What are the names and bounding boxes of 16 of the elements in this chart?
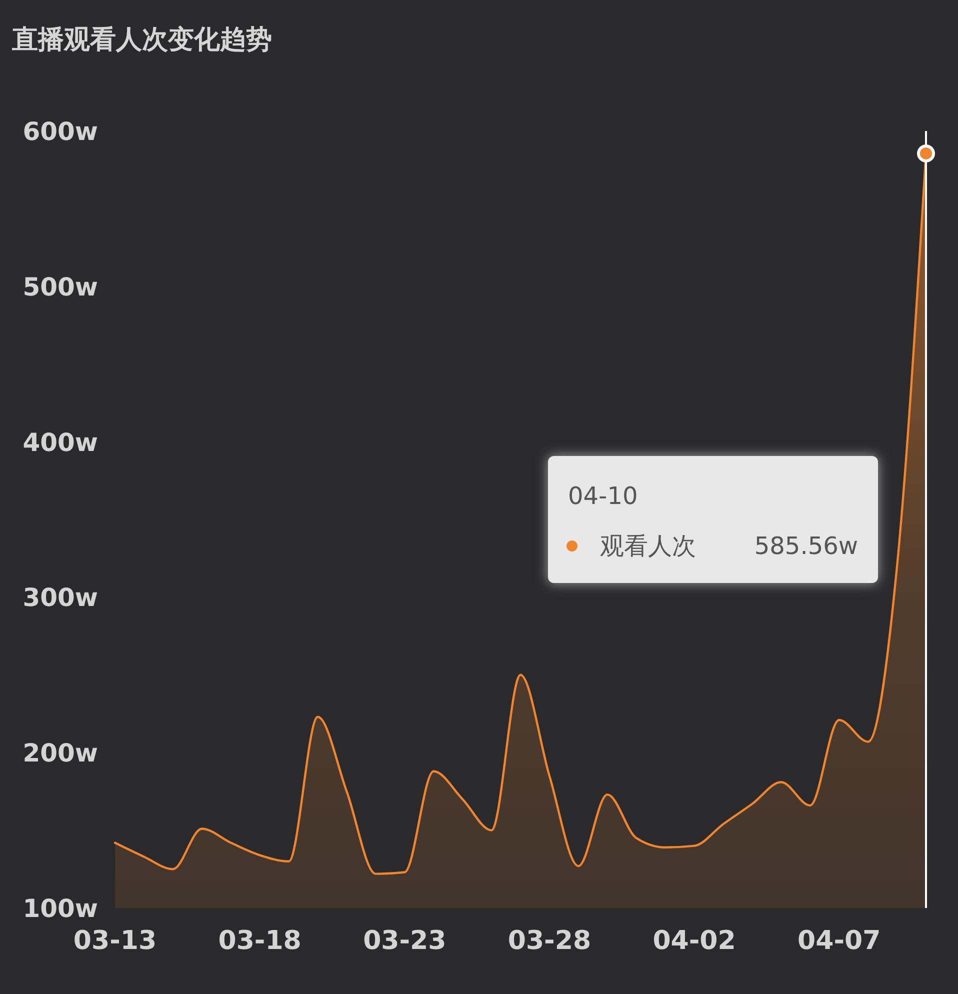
x-tick-label: 03-13 <box>73 926 157 956</box>
x-tick-label: 03-23 <box>363 926 446 956</box>
annotation: 04-10 <box>568 482 638 510</box>
legend-label: 观看人次 <box>600 532 696 560</box>
x-tick-label: 03-28 <box>508 926 592 956</box>
y-tick-label: 200w <box>22 738 98 768</box>
x-tick-label: 03-18 <box>218 926 302 956</box>
y-tick-label: 600w <box>22 116 98 146</box>
y-tick-label: 100w <box>22 894 98 922</box>
y-tick-label: 300w <box>22 582 98 612</box>
chart-title: 直播观看人次变化趋势 <box>11 25 272 55</box>
x-tick-label: 04-07 <box>798 926 881 956</box>
y-tick-label: 500w <box>22 272 98 301</box>
y-tick-label: 400w <box>22 427 98 456</box>
annotation: 585.56w <box>754 532 858 560</box>
x-tick-label: 04-02 <box>652 926 736 956</box>
